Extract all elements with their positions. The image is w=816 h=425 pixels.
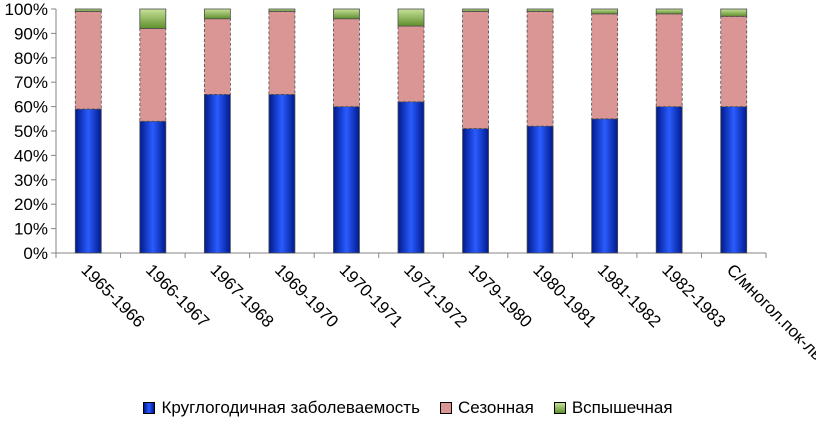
x-tick-label: 1967-1968 [207,260,278,331]
bar-segment-outbreak [268,8,296,12]
x-tick-label: 1980-1981 [529,260,600,331]
bar-segment-outbreak [333,8,360,20]
bar-segment-year-round [333,106,360,254]
bar-segment-seasonal [462,11,489,129]
x-tick-label: 1971-1972 [400,260,471,331]
x-tick-label: 1982-1983 [658,260,729,331]
bar-segment-outbreak [462,8,489,12]
bar-segment-seasonal [526,11,554,127]
y-tick-label: 50% [14,122,48,141]
x-tick-label: С/многол.пок-ль [723,260,816,364]
legend-item-seasonal: Сезонная [439,398,534,418]
bar-segment-seasonal [655,13,683,108]
bar-segment-year-round [655,106,683,254]
bar-segment-year-round [139,120,167,254]
bar-segment-outbreak [397,8,425,27]
bar-segment-year-round [74,108,102,254]
bar-segment-outbreak [591,8,619,15]
bar-segment-year-round [526,125,554,254]
y-tick-label: 90% [14,24,48,43]
y-tick-label: 0% [23,244,48,263]
bars-layer [74,8,748,254]
y-tick-label: 10% [14,220,48,239]
legend-swatch-seasonal [439,402,452,414]
bar-segment-outbreak [139,8,167,29]
x-tick-label: 1981-1982 [594,260,665,331]
x-tick-label: 1965-1966 [77,260,148,331]
bar-segment-outbreak [203,8,231,20]
bar-segment-outbreak [655,8,683,15]
legend: Круглогодичная заболеваемость Сезонная В… [0,396,816,420]
bar-segment-year-round [397,101,425,254]
y-tick-label: 20% [14,195,48,214]
y-tick-label: 40% [14,146,48,165]
bar-segment-year-round [268,94,296,254]
x-tick-label: 1966-1967 [142,260,213,331]
bar-segment-year-round [203,94,231,254]
bar-segment-outbreak [720,8,748,17]
y-tick-label: 80% [14,49,48,68]
legend-label-year-round: Круглогодичная заболеваемость [161,398,420,417]
legend-item-year-round: Круглогодичная заболеваемость [143,398,420,418]
bar-segment-seasonal [591,13,619,120]
legend-swatch-outbreak [553,402,566,414]
x-tick-label: 1979-1980 [465,260,536,331]
bar-segment-seasonal [397,25,425,103]
bar-segment-year-round [720,106,748,254]
y-tick-label: 30% [14,171,48,190]
bar-segment-outbreak [74,8,102,12]
legend-item-outbreak: Вспышечная [553,398,673,418]
y-tick-label: 70% [14,73,48,92]
bar-segment-seasonal [203,18,231,95]
bar-segment-seasonal [268,11,296,95]
y-tick-label: 100% [5,0,48,19]
bar-segment-seasonal [139,28,167,122]
x-tick-label: 1970-1971 [336,260,407,331]
x-tick-label: 1969-1970 [271,260,342,331]
legend-label-seasonal: Сезонная [457,398,534,417]
bar-segment-seasonal [74,11,102,110]
bar-segment-year-round [591,118,619,254]
y-tick-label: 60% [14,98,48,117]
legend-swatch-year-round [143,402,156,414]
bar-segment-outbreak [526,8,554,12]
bar-segment-seasonal [333,18,360,107]
bar-segment-seasonal [720,15,748,107]
bar-segment-year-round [462,128,489,254]
legend-label-outbreak: Вспышечная [571,398,673,417]
